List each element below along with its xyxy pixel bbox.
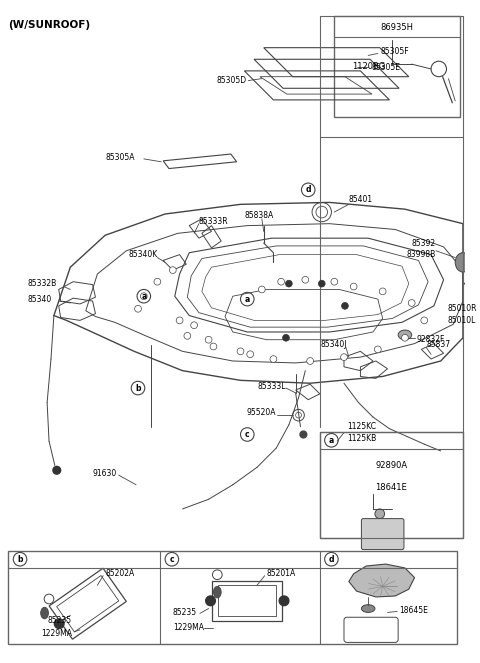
Circle shape <box>318 280 325 287</box>
Circle shape <box>296 412 301 418</box>
Text: 85305E: 85305E <box>371 62 400 72</box>
Circle shape <box>279 596 289 606</box>
Text: 85333R: 85333R <box>199 217 228 226</box>
Text: 85332B: 85332B <box>28 279 57 288</box>
Circle shape <box>270 355 277 363</box>
Circle shape <box>379 288 386 295</box>
Text: 85340J: 85340J <box>320 340 347 349</box>
Circle shape <box>421 317 428 324</box>
Circle shape <box>258 286 265 293</box>
Ellipse shape <box>41 607 48 619</box>
Text: b: b <box>17 555 23 564</box>
Circle shape <box>350 283 357 290</box>
Text: d: d <box>329 555 334 564</box>
Text: 85305A: 85305A <box>105 153 134 162</box>
Text: b: b <box>135 384 141 392</box>
FancyBboxPatch shape <box>361 518 404 550</box>
Text: 85202A: 85202A <box>105 570 134 578</box>
Circle shape <box>402 334 408 341</box>
Ellipse shape <box>361 605 375 613</box>
Ellipse shape <box>214 586 221 598</box>
Circle shape <box>205 336 212 343</box>
Circle shape <box>191 322 197 329</box>
Text: 85010L: 85010L <box>447 316 476 325</box>
Ellipse shape <box>455 253 471 272</box>
Text: c: c <box>169 555 174 564</box>
Polygon shape <box>349 564 415 597</box>
Text: 1229MA: 1229MA <box>41 629 72 638</box>
Text: 1125KC: 1125KC <box>347 422 376 431</box>
Circle shape <box>374 346 381 353</box>
Text: 85201A: 85201A <box>266 570 296 578</box>
Text: 91630: 91630 <box>93 469 117 477</box>
Text: 85837: 85837 <box>426 340 450 349</box>
Circle shape <box>184 332 191 339</box>
Bar <box>334 16 460 117</box>
Text: a: a <box>245 294 250 304</box>
Ellipse shape <box>398 330 412 339</box>
Circle shape <box>169 267 176 273</box>
Circle shape <box>206 596 216 606</box>
Circle shape <box>331 278 338 285</box>
Circle shape <box>307 357 313 365</box>
Circle shape <box>237 348 244 355</box>
Circle shape <box>342 302 348 309</box>
Text: a: a <box>329 436 334 445</box>
Text: 1120BG: 1120BG <box>352 62 385 70</box>
Text: 18645E: 18645E <box>399 606 428 615</box>
Bar <box>9 550 457 644</box>
Circle shape <box>54 619 64 629</box>
Circle shape <box>300 431 307 438</box>
Text: 85340K: 85340K <box>128 250 157 259</box>
Circle shape <box>283 334 289 341</box>
Text: 85305D: 85305D <box>216 76 246 85</box>
Circle shape <box>286 280 292 287</box>
Circle shape <box>210 343 217 350</box>
Bar <box>320 432 463 538</box>
Circle shape <box>375 509 384 518</box>
Circle shape <box>341 354 348 361</box>
Text: 85235: 85235 <box>173 608 197 617</box>
Text: 95520A: 95520A <box>247 408 276 417</box>
Text: 85401: 85401 <box>349 195 373 204</box>
Text: a: a <box>141 292 146 301</box>
Text: 85392: 85392 <box>412 239 436 247</box>
Circle shape <box>247 351 253 357</box>
Text: 92832F: 92832F <box>417 335 445 344</box>
Text: 86935H: 86935H <box>381 23 414 32</box>
Text: d: d <box>305 186 311 194</box>
Circle shape <box>176 317 183 324</box>
Circle shape <box>134 306 142 312</box>
Circle shape <box>53 466 60 474</box>
Circle shape <box>278 278 285 285</box>
Text: 85340: 85340 <box>28 294 52 304</box>
Circle shape <box>408 300 415 306</box>
Text: 1125KB: 1125KB <box>347 434 376 443</box>
Circle shape <box>154 278 161 285</box>
Text: 85235: 85235 <box>47 616 71 625</box>
Text: 92890A: 92890A <box>375 461 408 470</box>
Text: 83998B: 83998B <box>407 250 436 259</box>
Text: 85838A: 85838A <box>244 211 274 220</box>
Text: 85333L: 85333L <box>257 382 286 391</box>
Text: 18641E: 18641E <box>375 483 407 492</box>
Text: 1229MA: 1229MA <box>173 623 204 633</box>
Circle shape <box>141 293 147 300</box>
Circle shape <box>302 276 309 283</box>
Text: 85010R: 85010R <box>447 304 477 314</box>
Text: 85305F: 85305F <box>381 47 409 56</box>
Text: (W/SUNROOF): (W/SUNROOF) <box>9 21 91 30</box>
Text: c: c <box>245 430 250 439</box>
